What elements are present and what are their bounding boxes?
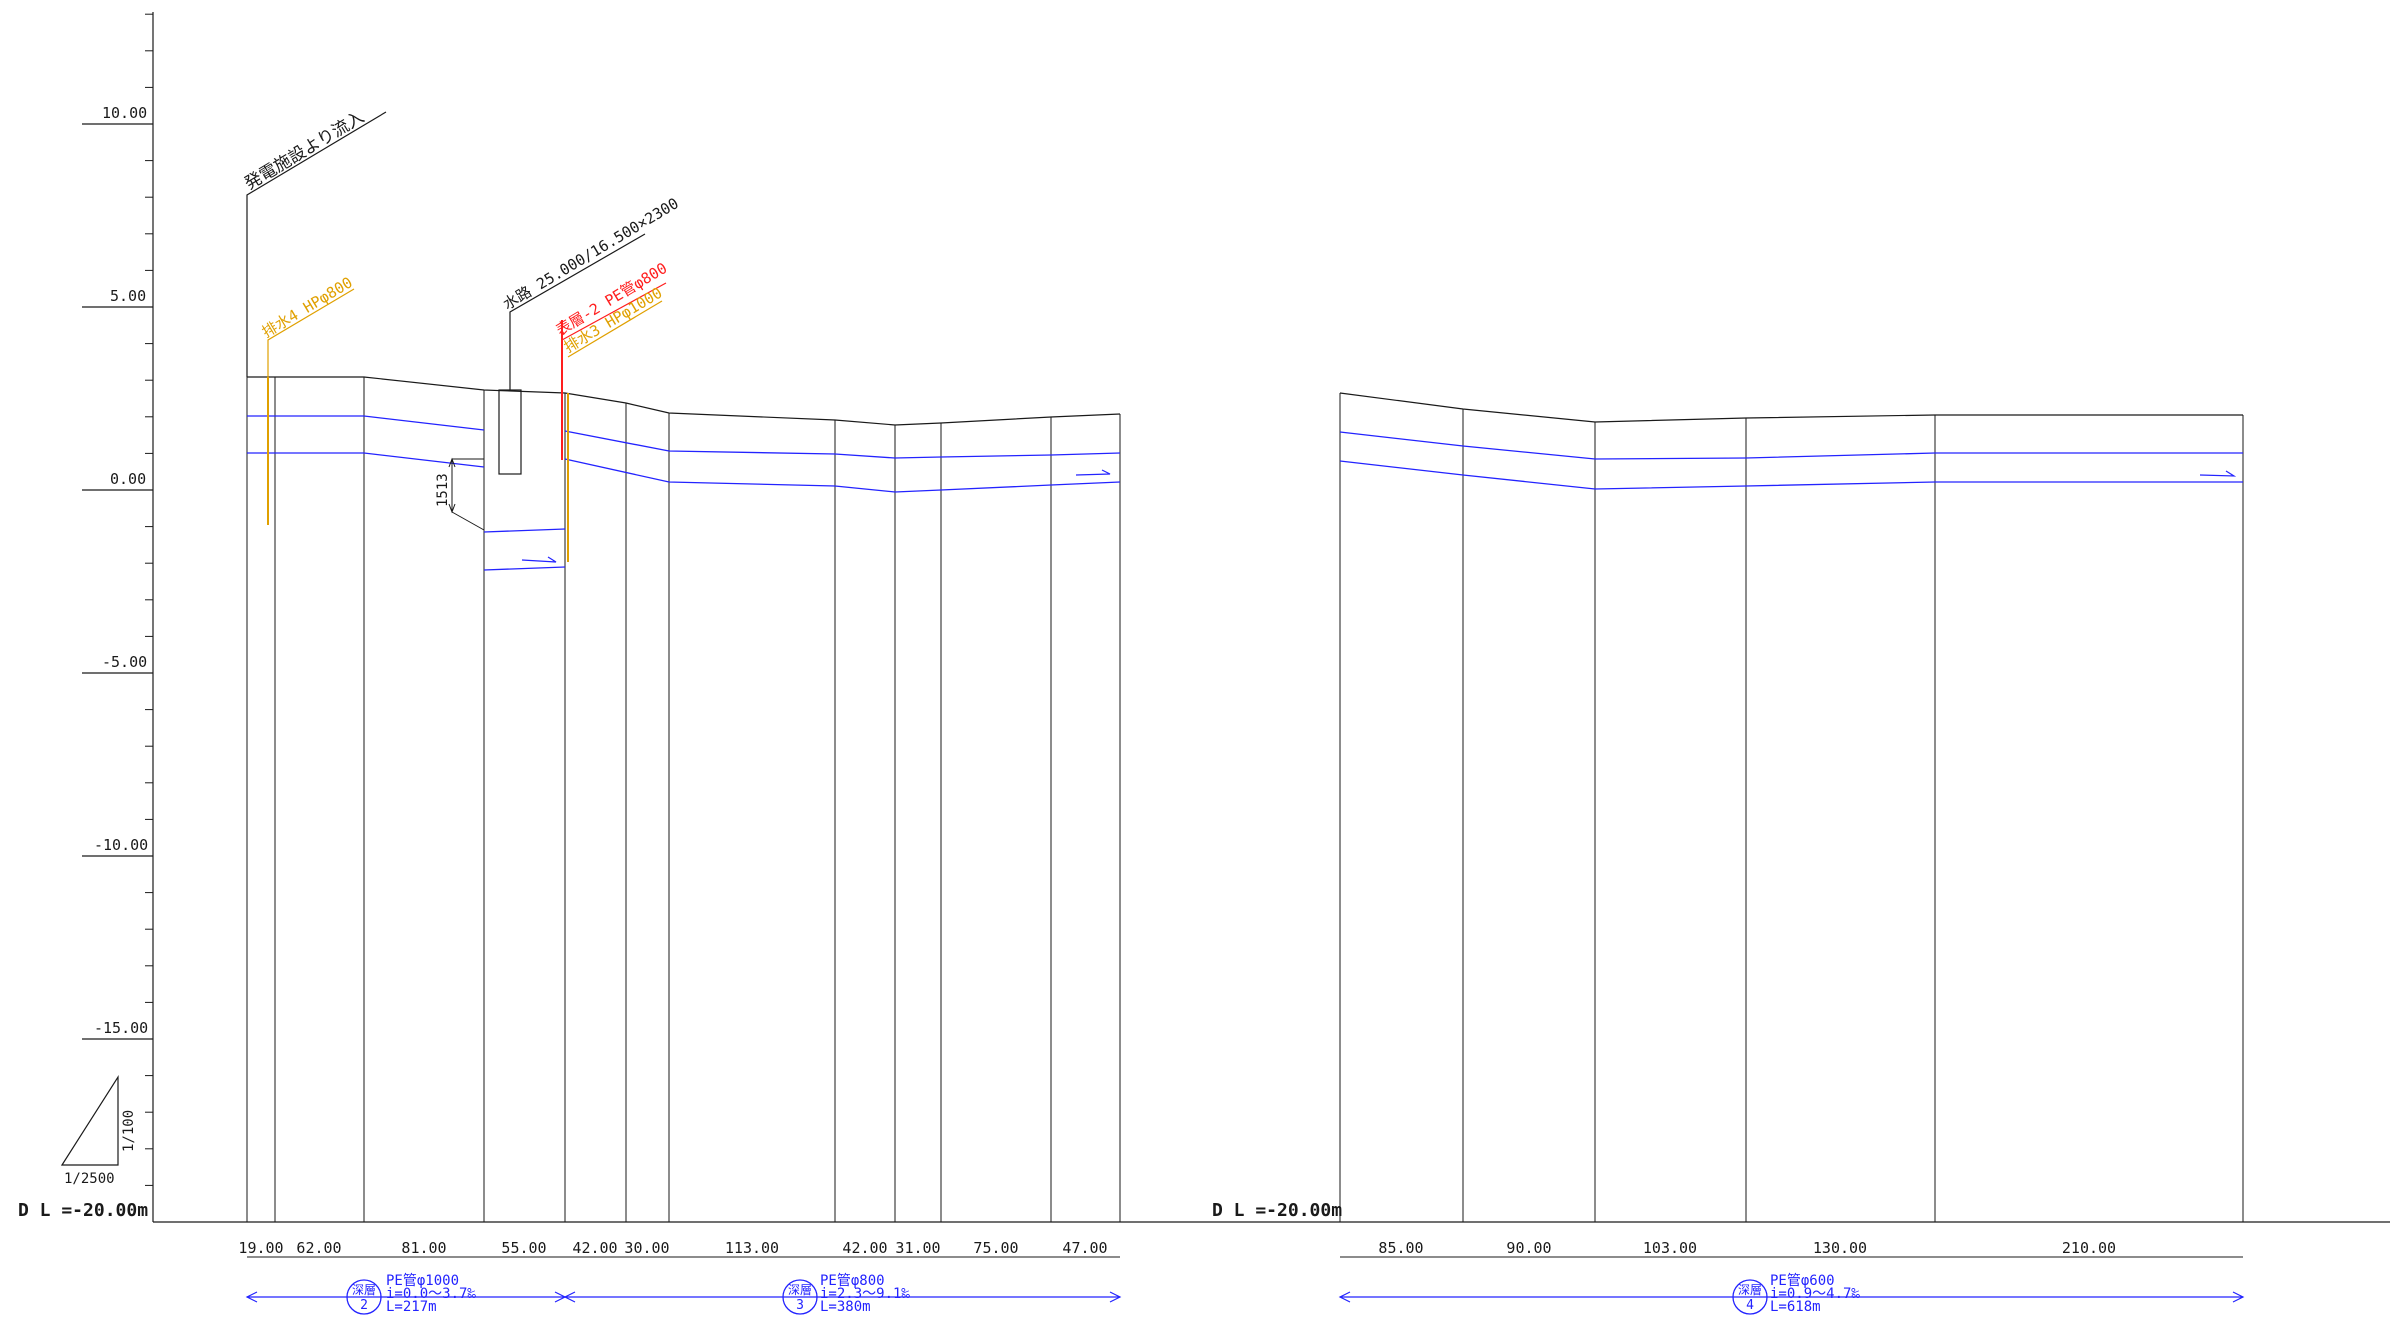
pipe-top-drop bbox=[483, 528, 566, 533]
distance-value: 130.00 bbox=[1813, 1239, 1867, 1257]
drop-dimension-value: 1513 bbox=[435, 473, 451, 507]
distance-value: 75.00 bbox=[973, 1239, 1018, 1257]
distance-value: 85.00 bbox=[1378, 1239, 1423, 1257]
drop-dimension: 1513 bbox=[435, 457, 485, 531]
pipe-label-3: 深層 3 PE管φ800 i=2.3〜9.1‰ L=380m bbox=[782, 1273, 910, 1315]
inflow-leader bbox=[246, 111, 387, 377]
waterway-leader bbox=[509, 233, 646, 390]
distance-value: 19.00 bbox=[238, 1239, 283, 1257]
drop-extension-line bbox=[451, 511, 485, 531]
span-arrow-icon bbox=[1109, 1291, 1122, 1303]
waterway-box bbox=[498, 389, 522, 475]
drain4-label: 排水4 HPφ800 bbox=[259, 273, 356, 341]
pipe-spec: PE管φ1000 bbox=[386, 1273, 459, 1289]
pipe-spec: PE管φ800 bbox=[820, 1273, 885, 1289]
pipe-mark-top: 深層 bbox=[352, 1283, 376, 1297]
pipe-mark-number: 3 bbox=[796, 1298, 804, 1313]
pipe-mark-circle bbox=[1732, 1279, 1768, 1315]
elevation-scale: 10.00 5.00 0.00 -5.00 -10.00 -15.00 1/10… bbox=[60, 12, 154, 1222]
flow-arrow-icon bbox=[2199, 470, 2237, 477]
pipe-mark-top: 深層 bbox=[788, 1283, 812, 1297]
drain3-leader bbox=[567, 300, 663, 358]
drain4-leader bbox=[267, 288, 355, 377]
scale-ticks bbox=[145, 13, 153, 1186]
distance-value: 81.00 bbox=[401, 1239, 446, 1257]
distance-value: 62.00 bbox=[296, 1239, 341, 1257]
span-arrow-icon bbox=[245, 1291, 258, 1303]
distance-dimensions-left: 19.00 62.00 81.00 55.00 42.00 30.00 113.… bbox=[238, 1239, 1120, 1258]
scale-ratio-triangle bbox=[60, 1074, 119, 1166]
distance-dimensions-right: 85.00 90.00 103.00 130.00 210.00 bbox=[1340, 1239, 2243, 1258]
inflow-label: 発電施設より流入 bbox=[241, 107, 368, 194]
pipe-spec: PE管φ600 bbox=[1770, 1273, 1835, 1289]
distance-value: 103.00 bbox=[1643, 1239, 1697, 1257]
datum-label-left: D L =-20.00m bbox=[18, 1200, 148, 1221]
pipe-mark-circle bbox=[346, 1279, 382, 1315]
pipe-label-4: 深層 4 PE管φ600 i=0.9〜4.7‰ L=618m bbox=[1732, 1273, 1860, 1315]
distance-value: 42.00 bbox=[842, 1239, 887, 1257]
distance-value: 113.00 bbox=[725, 1239, 779, 1257]
distance-value: 90.00 bbox=[1506, 1239, 1551, 1257]
pipe-top-seg1 bbox=[247, 415, 485, 431]
station-lines-right bbox=[1339, 393, 2244, 1222]
span-arrow-icon bbox=[1338, 1291, 1351, 1303]
scale-label-m5: -5.00 bbox=[102, 653, 147, 671]
ground-line-left bbox=[247, 376, 1121, 426]
span-arrow-icon bbox=[563, 1291, 576, 1303]
scale-label-0: 0.00 bbox=[110, 470, 146, 488]
station-lines-left bbox=[246, 377, 1121, 1222]
scale-label-10: 10.00 bbox=[102, 104, 147, 122]
pipe-top-seg3 bbox=[564, 430, 1121, 459]
pipe-bottom-seg1 bbox=[247, 452, 485, 468]
profile-left: 1513 bbox=[246, 320, 1121, 1222]
pipe-top-right bbox=[1339, 431, 2243, 460]
distance-value: 42.00 bbox=[572, 1239, 617, 1257]
pipe-mark-top: 深層 bbox=[1738, 1283, 1762, 1297]
distance-value: 30.00 bbox=[624, 1239, 669, 1257]
datum-label-right: D L =-20.00m bbox=[1212, 1200, 1342, 1221]
vertical-ratio-label: 1/100 bbox=[121, 1110, 137, 1152]
flow-arrow-icon bbox=[521, 556, 557, 563]
pipe-bottom-right bbox=[1339, 460, 2243, 490]
scale-label-5: 5.00 bbox=[110, 287, 146, 305]
horizontal-ratio-label: 1/2500 bbox=[64, 1171, 115, 1187]
scale-label-m10: -10.00 bbox=[94, 836, 148, 854]
span-arrow-icon bbox=[2232, 1291, 2245, 1303]
ground-line-right bbox=[1339, 392, 2243, 423]
pipe-label-2: 深層 2 PE管φ1000 i=0.0〜3.7‰ L=217m bbox=[346, 1273, 476, 1315]
flow-arrow-icon bbox=[1075, 469, 1111, 476]
annotation-leaders: 発電施設より流入 排水4 HPφ800 水路 25.000/16.500×230… bbox=[241, 107, 682, 390]
scale-label-m15: -15.00 bbox=[94, 1019, 148, 1037]
pipe-mark-number: 2 bbox=[360, 1298, 368, 1313]
distance-value: 210.00 bbox=[2062, 1239, 2116, 1257]
pipe-mark-number: 4 bbox=[1746, 1298, 1754, 1313]
pipe-spans bbox=[245, 1291, 2245, 1303]
pipe-length: L=380m bbox=[820, 1299, 871, 1315]
distance-value: 31.00 bbox=[895, 1239, 940, 1257]
pipe-bottom-seg3 bbox=[564, 458, 1121, 493]
pipe-gradient: i=2.3〜9.1‰ bbox=[820, 1286, 910, 1302]
pipe-gradient: i=0.0〜3.7‰ bbox=[386, 1286, 476, 1302]
pipe-length: L=217m bbox=[386, 1299, 437, 1315]
pipe-bottom-drop bbox=[483, 566, 566, 571]
distance-value: 47.00 bbox=[1062, 1239, 1107, 1257]
profile-right bbox=[1339, 392, 2244, 1222]
distance-value: 55.00 bbox=[501, 1239, 546, 1257]
pipe-length: L=618m bbox=[1770, 1299, 1821, 1315]
surface2-leader bbox=[561, 282, 667, 341]
pipe-gradient: i=0.9〜4.7‰ bbox=[1770, 1286, 1860, 1302]
pipe-mark-circle bbox=[782, 1279, 818, 1315]
